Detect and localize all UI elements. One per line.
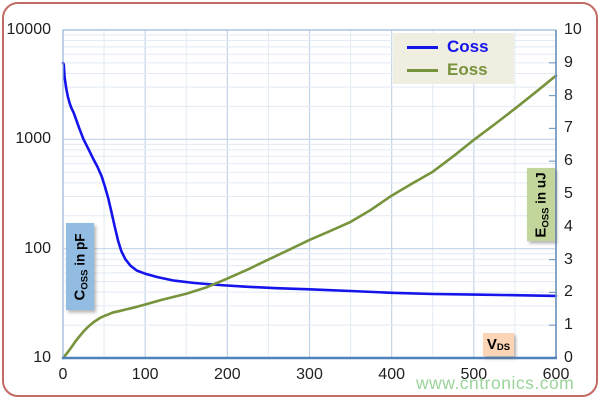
y-left-tick-label: 10 — [33, 349, 51, 366]
y-right-tick-label: 9 — [564, 53, 573, 71]
y-right-tick-label: 3 — [564, 250, 573, 268]
x-tick-label: 0 — [58, 366, 68, 383]
y-right-tick-label: 10 — [564, 21, 582, 38]
y-left-tick-label: 1000 — [15, 130, 51, 148]
legend-label-coss: Coss — [447, 37, 489, 56]
eoss-curve — [61, 74, 558, 360]
left-axis-caption-box: COSS in pF — [66, 223, 94, 310]
right-axis-caption-rest: in uJ — [533, 171, 549, 208]
coss-line-swatch — [407, 45, 438, 49]
y-right-tick-label: 7 — [564, 119, 573, 137]
left-axis-caption-base: C — [71, 289, 89, 300]
right-axis-caption-base: E — [532, 227, 550, 238]
left-axis-caption-sub: OSS — [79, 269, 91, 290]
eoss-line-swatch — [407, 68, 438, 72]
y-right-tick-label: 0 — [564, 349, 573, 366]
x-tick-label: 400 — [378, 366, 405, 383]
x-tick-label: 100 — [131, 366, 159, 383]
x-axis-caption-sub: DS — [496, 342, 511, 353]
y-right-tick-label: 8 — [564, 86, 573, 104]
y-right-tick-label: 4 — [564, 217, 573, 235]
x-axis-caption-base: V — [486, 336, 497, 353]
y-right-tick-label: 1 — [564, 316, 573, 334]
right-axis-caption-sub: OSS — [540, 207, 552, 228]
right-axis-caption-box: EOSS in uJ — [527, 168, 555, 241]
legend-item-eoss: Eoss — [393, 60, 514, 80]
y-left-tick-label: 10000 — [6, 21, 52, 38]
watermark-text: www.cntronics.com — [416, 373, 575, 393]
y-right-tick-label: 6 — [564, 152, 573, 170]
legend-item-coss: Coss — [393, 37, 514, 57]
coss-curve — [61, 61, 558, 298]
legend-label-eoss: Eoss — [447, 60, 488, 79]
x-axis-caption-box: V DS — [483, 333, 514, 356]
x-tick-label: 600 — [542, 366, 570, 383]
x-tick-label: 300 — [296, 366, 323, 383]
left-axis-caption: COSS in pF — [71, 233, 91, 300]
y-right-tick-label: 2 — [564, 283, 573, 301]
x-tick-label: 500 — [460, 366, 488, 383]
y-right-tick-label: 5 — [564, 185, 573, 202]
left-axis-caption-rest: in pF — [72, 233, 88, 270]
x-tick-label: 200 — [213, 366, 241, 383]
right-axis-caption: EOSS in uJ — [532, 171, 552, 238]
y-left-tick-label: 100 — [24, 239, 51, 257]
legend: Coss Eoss — [393, 33, 514, 84]
